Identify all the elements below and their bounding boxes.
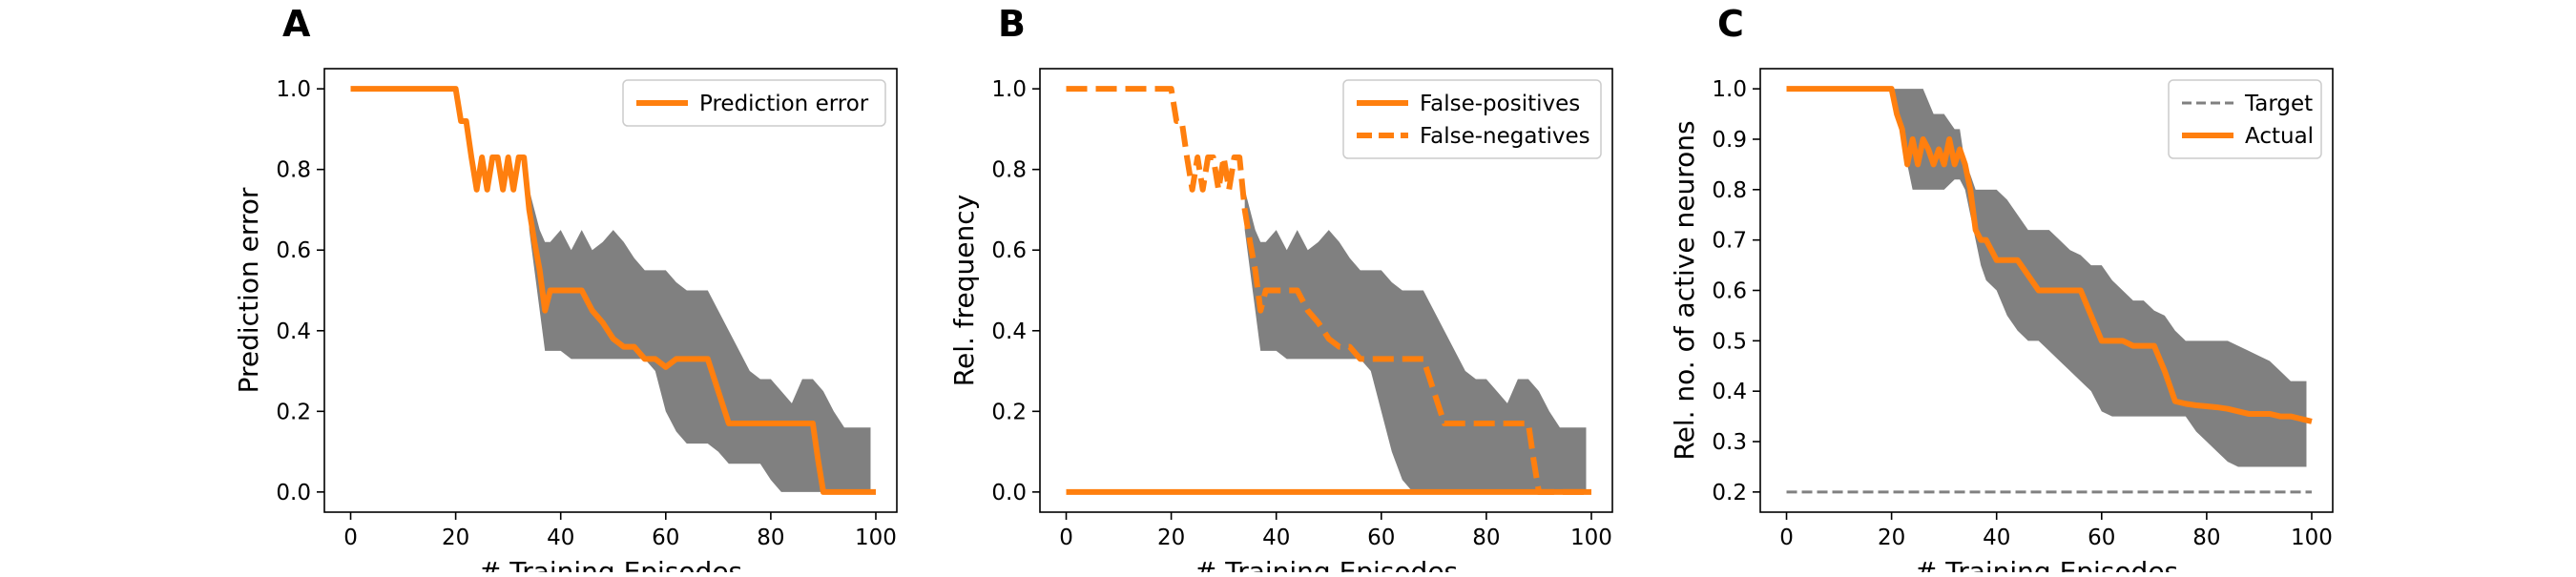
x-axis-label: # Training Episodes [479,556,742,572]
x-tick-label: 0 [1779,525,1794,550]
y-tick-label: 0.8 [276,158,311,183]
panel-a: 0 20 40 60 80 100 0.0 0.2 0.4 0.6 0.8 1.0 # Training… [233,3,898,577]
x-tick-label: 40 [1262,525,1290,550]
x-tick-label: 20 [1157,525,1185,550]
legend: Target Actual [2168,79,2322,159]
y-tick-label: 0.9 [1712,128,1747,153]
y-tick-label: 0.0 [276,481,311,505]
y-axis-label: Prediction error [233,187,264,393]
legend-box [622,79,886,127]
x-tick-label: 20 [442,525,469,550]
x-tick-label: 80 [2192,525,2220,550]
legend: Prediction error [622,79,886,127]
legend-label: Target [2244,92,2313,116]
panel-letter: B [998,3,1026,45]
x-tick-label: 100 [2291,525,2333,550]
axes-frame [323,68,898,513]
panel-c: 0 20 40 60 80 100 0.2 0.3 0.4 0.5 0.6 0.7 0.8 0.9 1.0 #… [1669,3,2334,577]
x-tick-label: 100 [855,525,897,550]
y-tick-label: 1.0 [1712,77,1747,102]
y-tick-label: 0.3 [1712,430,1747,455]
y-tick-label: 0.2 [1712,481,1747,505]
panel-letter: C [1717,3,1744,45]
legend-label: Actual [2245,124,2314,149]
legend-box [1342,79,1602,159]
uncertainty-band [1891,89,2307,467]
y-tick-label: 0.6 [991,238,1027,263]
y-tick-label: 0.4 [276,319,311,344]
panel-b: 0 20 40 60 80 100 0.0 0.2 0.4 0.6 0.8 1.0 # Training… [948,3,1613,577]
legend-label: False-negatives [1420,124,1590,149]
legend-label: False-positives [1420,92,1580,116]
series-line-actual [1786,86,2313,424]
x-tick-label: 80 [1472,525,1500,550]
y-tick-label: 0.2 [991,400,1027,424]
y-tick-label: 1.0 [991,77,1027,102]
y-tick-label: 0.6 [276,238,311,263]
axes-frame [1039,68,1613,513]
y-axis-label: Rel. frequency [948,195,980,386]
series-line-prediction-error [350,86,876,495]
y-tick-label: 0.7 [1712,229,1747,254]
x-tick-label: 40 [1983,525,2010,550]
y-tick-label: 0.5 [1712,329,1747,354]
x-tick-label: 40 [547,525,574,550]
y-tick-label: 0.2 [276,400,311,424]
x-tick-label: 80 [757,525,784,550]
x-tick-label: 60 [2088,525,2115,550]
legend-box [2168,79,2322,159]
series-line-false-negatives [1066,86,1591,495]
uncertainty-band [1244,189,1587,492]
y-tick-label: 0.4 [991,319,1027,344]
x-axis-label: # Training Episodes [1915,556,2178,572]
y-tick-label: 0.8 [991,158,1027,183]
y-tick-label: 0.6 [1712,279,1747,304]
y-axis-label: Rel. no. of active neurons [1669,120,1700,460]
legend-label: Prediction error [699,92,869,116]
y-tick-label: 1.0 [276,77,311,102]
x-tick-label: 0 [1059,525,1073,550]
x-tick-label: 100 [1570,525,1612,550]
uncertainty-band [529,189,871,492]
x-tick-label: 60 [1367,525,1395,550]
x-tick-label: 20 [1878,525,1905,550]
x-axis-label: # Training Episodes [1195,556,1458,572]
legend: False-positives False-negatives [1342,79,1602,159]
x-tick-label: 0 [343,525,358,550]
panel-letter: A [282,3,311,45]
y-tick-label: 0.8 [1712,178,1747,203]
x-tick-label: 60 [652,525,679,550]
y-tick-label: 0.4 [1712,380,1747,404]
y-tick-label: 0.0 [991,481,1027,505]
